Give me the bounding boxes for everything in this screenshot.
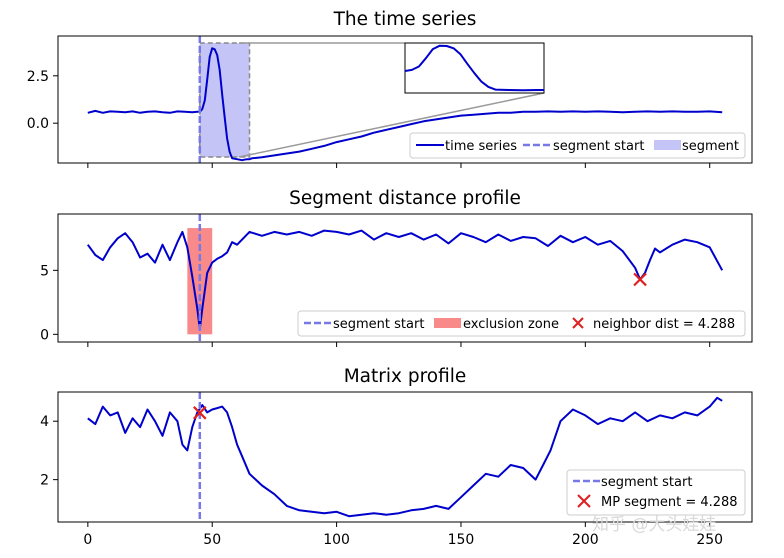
distance-axes-frame <box>57 213 753 343</box>
legend-swatch-neighbor-marker <box>572 317 584 329</box>
matrix-xtick-label-4: 200 <box>572 532 599 548</box>
distance-ytick-label-1: 5 <box>40 263 49 279</box>
matrix-legend: segment start MP segment = 4.288 <box>566 469 746 516</box>
matrix-xtick-label-5: 250 <box>696 532 723 548</box>
legend-swatch-mp-marker <box>577 494 591 508</box>
legend-swatch-segment <box>654 140 681 150</box>
matrix-xtick-label-0: 0 <box>83 532 92 548</box>
matrix-xtick-label-1: 50 <box>203 532 221 548</box>
chart-title-timeseries: The time series <box>333 9 477 30</box>
timeseries-axes-frame <box>57 35 753 164</box>
distance-ytick-label-0: 0 <box>40 327 49 343</box>
time-series-line <box>87 47 723 162</box>
matrix-xtick-label-3: 150 <box>448 532 475 548</box>
chart-title-matrix: Matrix profile <box>344 366 467 387</box>
legend-swatch-exclusion-zone <box>434 318 461 328</box>
distance-panel: 0 5 segment start exclusion zone neighbor… <box>40 213 753 347</box>
matrix-xtick-label-2: 100 <box>323 532 350 548</box>
legend-label-segment-start-2: segment start <box>333 317 424 332</box>
matrix-ytick-label-0: 2 <box>40 473 49 489</box>
matrix-axes-frame <box>57 391 753 523</box>
timeseries-ytick-label-1: 2.5 <box>27 69 49 85</box>
distance-legend: segment start exclusion zone neighbor di… <box>297 310 746 337</box>
legend-label-exclusion-zone: exclusion zone <box>463 317 559 332</box>
legend-label-segment-start-3: segment start <box>601 475 692 490</box>
legend-label-mp-segment: MP segment = 4.288 <box>601 495 738 510</box>
zoom-indicator-box <box>199 42 251 158</box>
legend-label-neighbor-dist: neighbor dist = 4.288 <box>593 317 735 332</box>
chart-title-distance: Segment distance profile <box>289 188 521 209</box>
neighbor-marker <box>633 272 647 287</box>
matrix-ytick-label-1: 4 <box>40 414 49 430</box>
timeseries-legend: time series segment start segment <box>409 132 746 159</box>
inset-time-series-line <box>405 44 544 92</box>
distance-profile-line <box>86 229 724 331</box>
segment-highlight <box>199 43 250 157</box>
matrix-profile-line <box>87 396 723 518</box>
neighbor-marker-stroke-b <box>633 272 647 287</box>
mp-segment-marker-stroke-b <box>193 406 207 420</box>
watermark: 知乎 @大头娃娃 <box>592 515 716 535</box>
legend-label-segment: segment <box>682 139 739 154</box>
zoom-connector-bottom <box>238 92 545 158</box>
inset-axes <box>404 42 545 94</box>
matrix-panel: 2 4 0 50 100 150 200 250 segment start MP segme… <box>40 391 753 548</box>
legend-label-segment-start: segment start <box>553 139 644 154</box>
mp-segment-marker <box>193 406 207 420</box>
timeseries-panel: 0.0 2.5 time series segment start segment <box>27 35 753 168</box>
timeseries-ytick-label-0: 0.0 <box>27 116 49 132</box>
legend-label-time-series: time series <box>445 139 517 154</box>
